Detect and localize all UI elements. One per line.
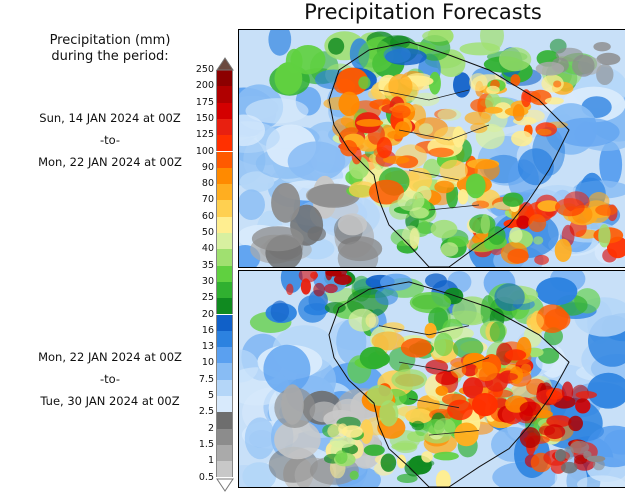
legend-heading: Precipitation (mm) during the period: <box>25 33 195 65</box>
scale-color-cell <box>216 86 233 102</box>
scale-color-cell <box>216 103 233 119</box>
scale-top-arrow <box>216 57 234 71</box>
period-1-label: Sun, 14 JAN 2024 at 00Z -to- Mon, 22 JAN… <box>20 111 200 177</box>
scale-color-cell <box>216 217 233 233</box>
scale-tick-label: 125 <box>193 130 214 140</box>
scale-color-cell <box>216 347 233 363</box>
scale-color-cell <box>216 119 233 135</box>
scale-tick-label: 1.5 <box>193 440 214 450</box>
scale-color-cell <box>216 135 233 151</box>
scale-tick-label: 40 <box>193 244 214 254</box>
scale-color-cell <box>216 249 233 265</box>
scale-color-cell <box>216 233 233 249</box>
period-1-start: Sun, 14 JAN 2024 at 00Z <box>20 111 200 133</box>
scale-color-cell <box>216 184 233 200</box>
scale-color-cell <box>216 282 233 298</box>
scale-tick-label: 2 <box>193 424 214 434</box>
scale-color-cell <box>216 168 233 184</box>
chart-title: Precipitation Forecasts <box>238 0 608 24</box>
scale-tick-label: 60 <box>193 212 214 222</box>
scale-tick-label: 2.5 <box>193 407 214 417</box>
scale-tick-label: 200 <box>193 81 214 91</box>
period-1-end: Mon, 22 JAN 2024 at 00Z <box>20 155 200 177</box>
forecast-map-period-1 <box>238 29 625 268</box>
scale-tick-label: 150 <box>193 114 214 124</box>
scale-color-cell <box>216 461 233 477</box>
forecast-map-period-2 <box>238 270 625 488</box>
scale-tick-label: 7.5 <box>193 375 214 385</box>
map-canvas <box>239 30 625 267</box>
period-2-separator: -to- <box>20 372 200 394</box>
scale-tick-label: 35 <box>193 261 214 271</box>
scale-tick-label: 0.5 <box>193 473 214 483</box>
map-canvas <box>239 271 625 487</box>
scale-color-cell <box>216 363 233 379</box>
scale-tick-label: 100 <box>193 147 214 157</box>
scale-tick-label: 30 <box>193 277 214 287</box>
color-scale-bar <box>216 58 234 488</box>
scale-color-cell <box>216 396 233 412</box>
scale-tick-label: 13 <box>193 342 214 352</box>
scale-tick-label: 80 <box>193 179 214 189</box>
scale-color-cell <box>216 380 233 396</box>
scale-color-cell <box>216 429 233 445</box>
period-2-end: Tue, 30 JAN 2024 at 00Z <box>20 394 200 416</box>
scale-color-cell <box>216 152 233 168</box>
scale-color-cell <box>216 445 233 461</box>
legend-heading-line2: during the period: <box>25 49 195 65</box>
scale-tick-label: 250 <box>193 65 214 75</box>
legend-heading-line1: Precipitation (mm) <box>25 33 195 49</box>
scale-color-cell <box>216 331 233 347</box>
period-2-start: Mon, 22 JAN 2024 at 00Z <box>20 350 200 372</box>
scale-color-cell <box>216 70 233 86</box>
scale-tick-label: 16 <box>193 326 214 336</box>
scale-color-cell <box>216 200 233 216</box>
scale-tick-label: 70 <box>193 195 214 205</box>
scale-bottom-arrow <box>216 478 234 492</box>
scale-color-cell <box>216 315 233 331</box>
scale-tick-label: 50 <box>193 228 214 238</box>
scale-tick-label: 1 <box>193 456 214 466</box>
scale-tick-label: 20 <box>193 310 214 320</box>
scale-color-cell <box>216 412 233 428</box>
period-2-label: Mon, 22 JAN 2024 at 00Z -to- Tue, 30 JAN… <box>20 350 200 416</box>
period-1-separator: -to- <box>20 133 200 155</box>
scale-tick-label: 10 <box>193 358 214 368</box>
scale-color-cell <box>216 266 233 282</box>
scale-tick-label: 25 <box>193 293 214 303</box>
scale-tick-label: 175 <box>193 98 214 108</box>
scale-tick-label: 5 <box>193 391 214 401</box>
scale-color-cell <box>216 298 233 314</box>
scale-tick-label: 90 <box>193 163 214 173</box>
